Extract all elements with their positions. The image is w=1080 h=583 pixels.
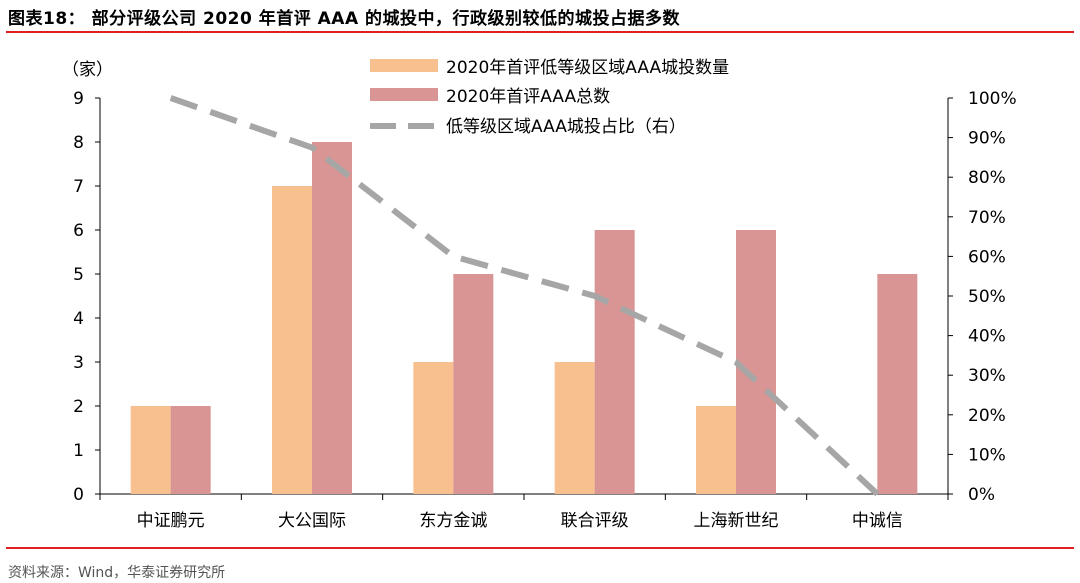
legend-label: 低等级区域AAA城投占比（右） (446, 117, 686, 137)
y-tick-label: 8 (73, 133, 84, 153)
y-tick-label: 5 (73, 265, 84, 285)
source-rule (6, 547, 1074, 549)
low-bar (554, 362, 595, 494)
y-tick-label: 7 (73, 177, 84, 197)
chart-title: 图表18： 部分评级公司 2020 年首评 AAA 的城投中，行政级别较低的城投… (8, 9, 681, 29)
y-tick-label: 4 (73, 309, 84, 329)
y-tick-label: 6 (73, 221, 84, 241)
y2-tick-label: 80% (968, 168, 1006, 188)
y2-tick-label: 60% (968, 247, 1006, 267)
ratio-line (169, 95, 880, 497)
y2-tick-label: 0% (968, 485, 995, 505)
low-bar (696, 406, 736, 494)
total-bar (594, 230, 635, 494)
y2-tick-label: 40% (968, 327, 1006, 347)
y2-tick-label: 100% (968, 89, 1017, 109)
legend-label: 2020年首评AAA总数 (446, 87, 610, 107)
x-tick-label: 东方金诚 (419, 511, 487, 531)
y2-tick-label: 90% (968, 129, 1006, 149)
low-bar (413, 362, 454, 494)
total-bar (312, 142, 352, 494)
y2-tick-label: 70% (968, 208, 1006, 228)
legend-label: 2020年首评低等级区域AAA城投数量 (446, 58, 729, 78)
legend-swatch-low (370, 59, 438, 72)
legend-swatch-total (370, 88, 438, 101)
y2-tick-label: 20% (968, 406, 1006, 426)
y2-tick-label: 10% (968, 445, 1006, 465)
x-tick-label: 大公国际 (278, 511, 346, 531)
y-tick-label: 9 (73, 89, 84, 109)
source-note: 资料来源：Wind，华泰证券研究所 (8, 565, 226, 581)
total-bar (170, 406, 211, 494)
total-bar (453, 274, 494, 494)
total-bar (877, 274, 918, 494)
y-tick-label: 1 (73, 441, 84, 461)
title-rule (6, 31, 1074, 33)
y-axis-label: （家） (62, 60, 113, 80)
y-tick-label: 0 (73, 485, 84, 505)
low-bar (272, 186, 312, 494)
x-tick-label: 上海新世纪 (694, 511, 779, 531)
y2-tick-label: 30% (968, 366, 1006, 386)
x-tick-label: 中证鹏元 (137, 511, 205, 531)
x-tick-label: 中诚信 (852, 511, 903, 531)
y-tick-label: 2 (73, 397, 84, 417)
total-bar (736, 230, 776, 494)
low-bar (130, 406, 171, 494)
x-tick-label: 联合评级 (561, 511, 629, 531)
y-tick-label: 3 (73, 353, 84, 373)
y2-tick-label: 50% (968, 287, 1006, 307)
